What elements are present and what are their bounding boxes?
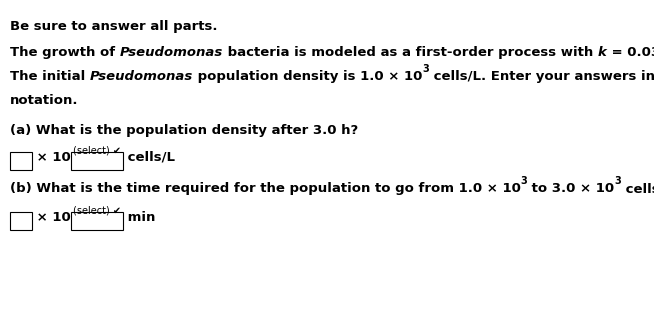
Text: 3: 3	[615, 176, 621, 186]
Text: (select) ✔: (select) ✔	[73, 206, 121, 216]
Text: (a) What is the population density after 3.0 h?: (a) What is the population density after…	[10, 124, 358, 137]
Text: min: min	[122, 211, 155, 224]
Text: cells/ L?: cells/ L?	[621, 182, 654, 195]
FancyBboxPatch shape	[71, 152, 122, 170]
Text: notation.: notation.	[10, 94, 78, 107]
FancyBboxPatch shape	[10, 212, 32, 230]
Text: Pseudomonas: Pseudomonas	[120, 46, 223, 59]
Text: The growth of: The growth of	[10, 46, 120, 59]
Text: k: k	[598, 46, 606, 59]
Text: × 10: × 10	[32, 151, 71, 164]
FancyBboxPatch shape	[71, 212, 122, 230]
Text: Be sure to answer all parts.: Be sure to answer all parts.	[10, 20, 217, 33]
FancyBboxPatch shape	[10, 152, 32, 170]
Text: 3: 3	[422, 64, 429, 74]
Text: population density is 1.0 × 10: population density is 1.0 × 10	[193, 70, 422, 83]
Text: cells/L: cells/L	[122, 151, 175, 164]
Text: = 0.035 min: = 0.035 min	[606, 46, 654, 59]
Text: × 10: × 10	[32, 211, 71, 224]
Text: The initial: The initial	[10, 70, 90, 83]
Text: Pseudomonas: Pseudomonas	[90, 70, 193, 83]
Text: bacteria is modeled as a first-order process with: bacteria is modeled as a first-order pro…	[223, 46, 598, 59]
Text: cells/L. Enter your answers in scientific: cells/L. Enter your answers in scientifi…	[429, 70, 654, 83]
Text: (select) ✔: (select) ✔	[73, 146, 121, 156]
Text: (b) What is the time required for the population to go from 1.0 × 10: (b) What is the time required for the po…	[10, 182, 521, 195]
Text: 3: 3	[521, 176, 527, 186]
Text: to 3.0 × 10: to 3.0 × 10	[527, 182, 615, 195]
